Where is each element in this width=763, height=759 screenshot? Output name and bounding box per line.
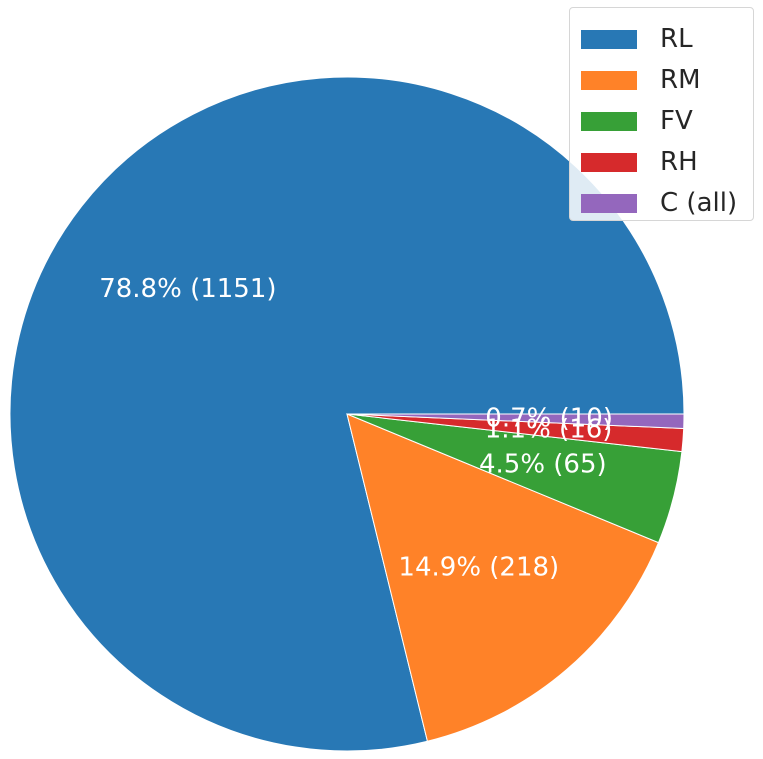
legend-swatch-rh [581, 153, 637, 172]
legend-label-rh: RH [660, 147, 698, 177]
legend-item-rl: RL [570, 23, 753, 54]
slice-label-rm: 14.9% (218) [398, 552, 559, 582]
pie-slice-rm [346, 413, 660, 742]
legend-swatch-rl [581, 30, 637, 49]
legend-label-rm: RM [660, 65, 701, 95]
legend-item-rh: RH [570, 146, 753, 177]
legend-label-rl: RL [660, 24, 693, 54]
pie-slices [9, 76, 685, 752]
legend: RL RM FV RH C (all) [569, 7, 754, 221]
slice-label-c-all: 0.7% (10) [485, 403, 613, 433]
slice-label-rl: 78.8% (1151) [99, 274, 276, 304]
legend-swatch-c-all [581, 194, 637, 213]
legend-item-rm: RM [570, 64, 753, 95]
legend-swatch-fv [581, 112, 637, 131]
legend-swatch-rm [581, 71, 637, 90]
legend-label-c-all: C (all) [660, 188, 738, 218]
pie-slice-c-all [346, 413, 685, 430]
slice-label-rh: 1.1% (16) [485, 415, 613, 445]
legend-item-c-all: C (all) [570, 187, 753, 218]
slice-label-fv: 4.5% (65) [479, 449, 607, 479]
legend-item-fv: FV [570, 105, 753, 136]
legend-label-fv: FV [660, 106, 693, 136]
pie-slice-labels: 78.8% (1151) 14.9% (218) 4.5% (65) 1.1% (16… [99, 274, 613, 582]
